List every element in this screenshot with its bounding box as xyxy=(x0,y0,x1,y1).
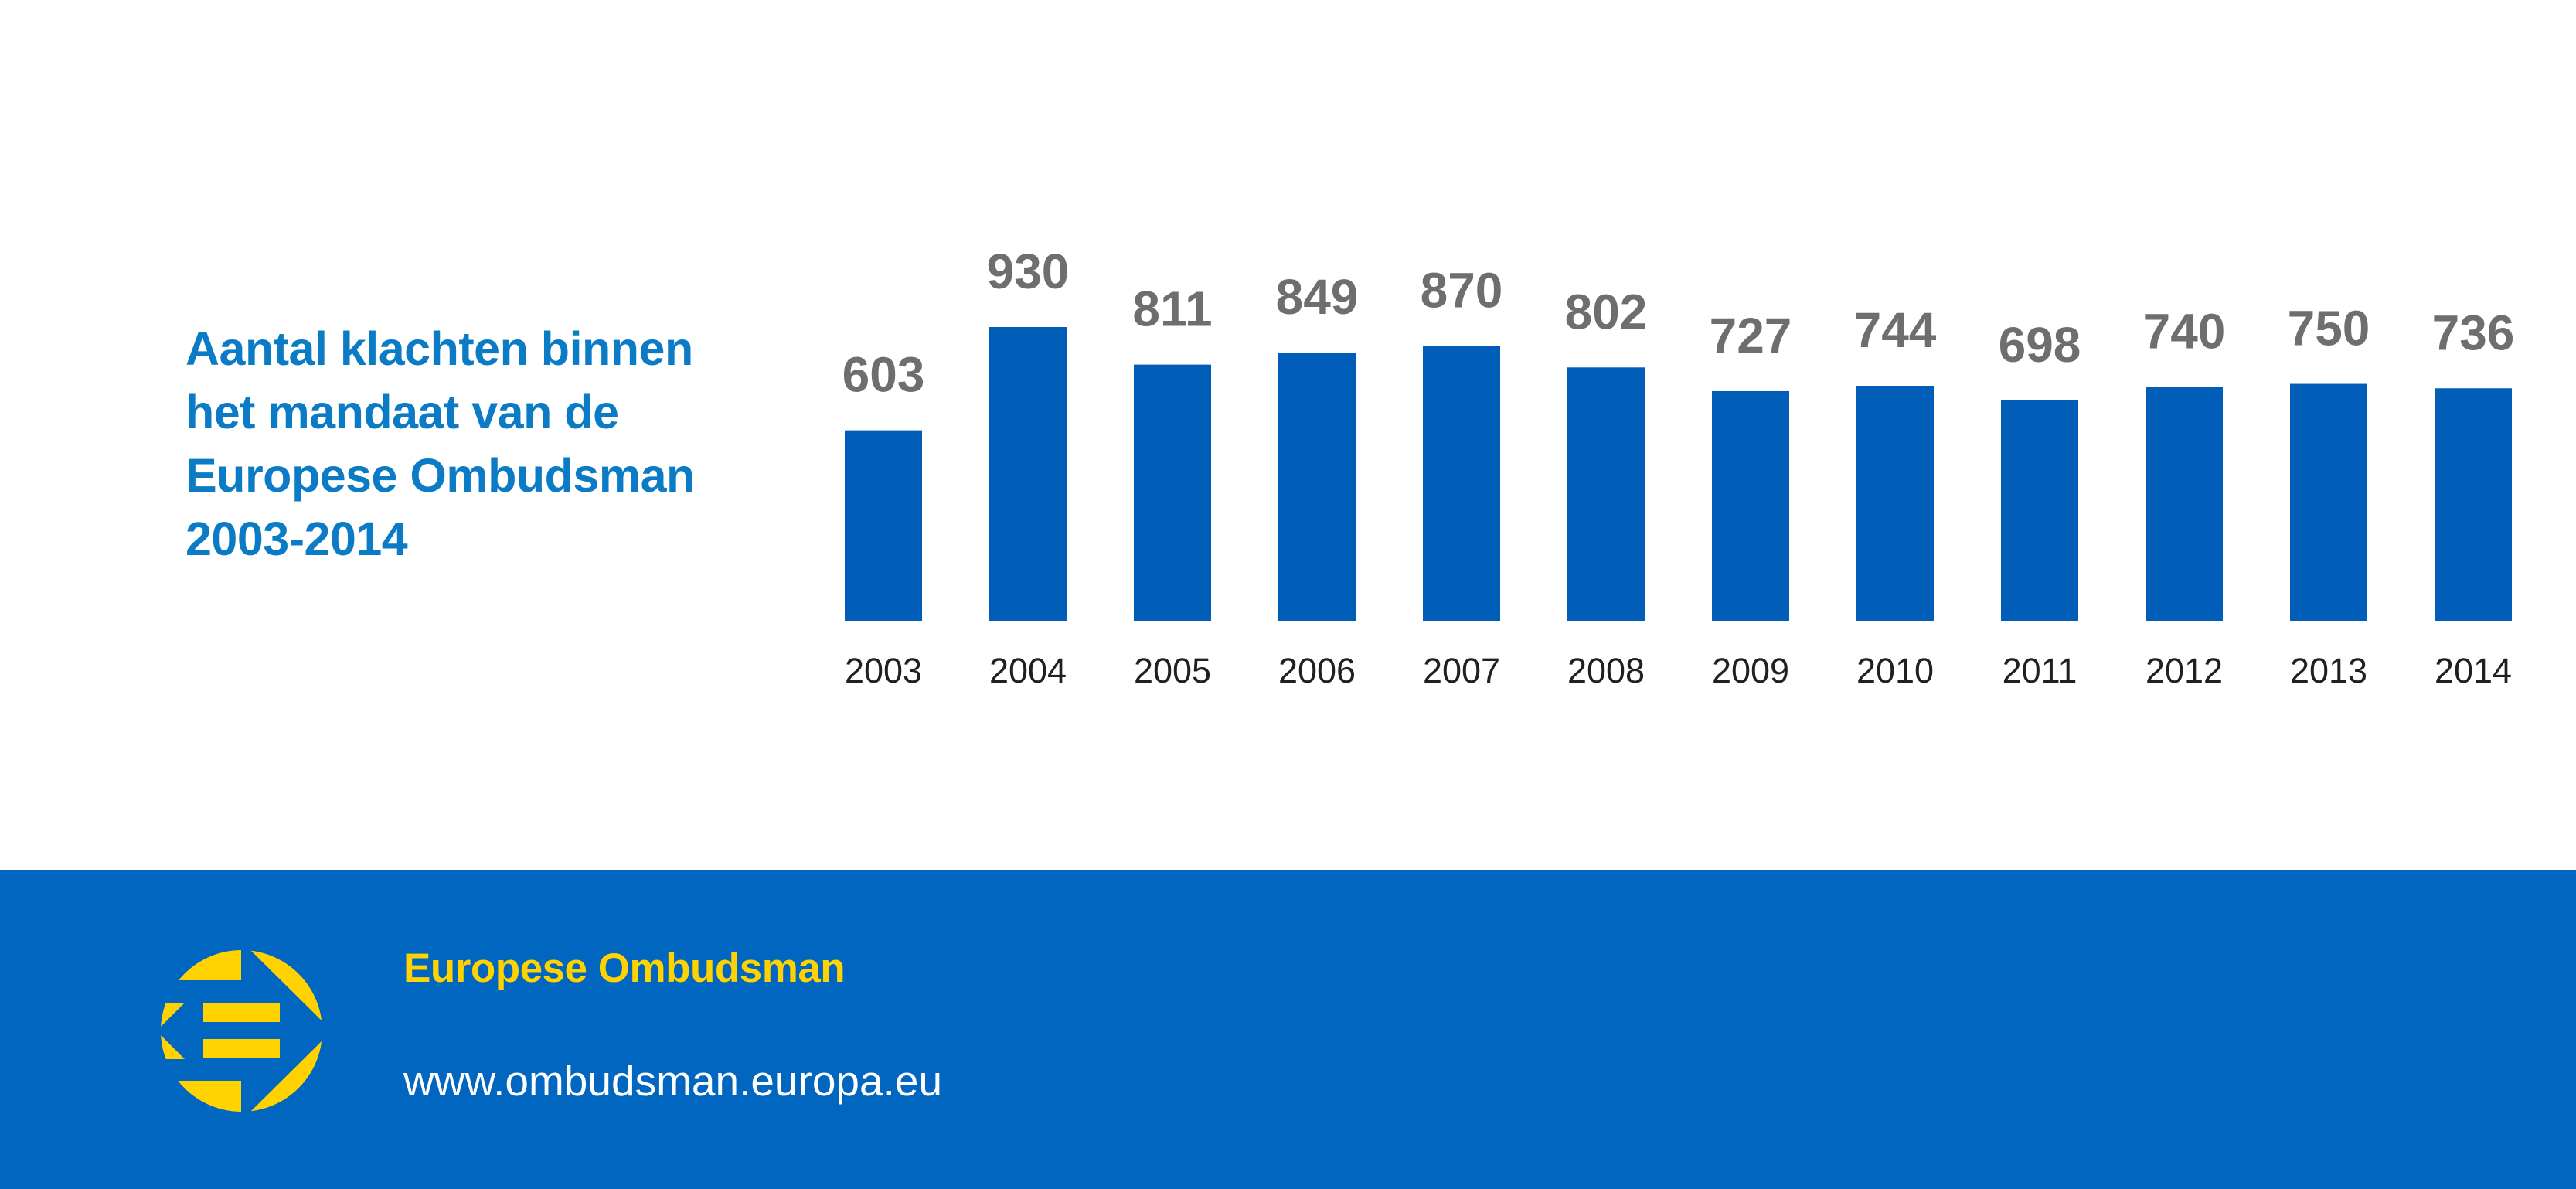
year-label-2003: 2003 xyxy=(845,651,922,690)
year-label-2014: 2014 xyxy=(2435,651,2512,690)
value-label-2005: 811 xyxy=(1132,281,1212,337)
title-line: 2003-2014 xyxy=(185,513,408,565)
title-line: Aantal klachten binnen xyxy=(185,322,693,375)
year-label-2005: 2005 xyxy=(1134,651,1211,690)
value-label-2013: 750 xyxy=(2288,301,2370,356)
value-label-2007: 870 xyxy=(1421,263,1503,319)
value-label-2011: 698 xyxy=(1999,317,2081,373)
european-ombudsman-logo-icon xyxy=(161,950,322,1112)
value-label-2010: 744 xyxy=(1854,302,1937,358)
bar-2006 xyxy=(1278,353,1356,621)
bar-2005 xyxy=(1134,364,1211,621)
bar-2014 xyxy=(2435,388,2512,621)
year-label-2007: 2007 xyxy=(1423,651,1500,690)
footer-band: Europese Ombudsman www.ombudsman.europa.… xyxy=(0,870,2576,1189)
bar-2007 xyxy=(1423,346,1500,621)
year-label-2010: 2010 xyxy=(1856,651,1934,690)
bar-2010 xyxy=(1856,386,1934,621)
year-label-2009: 2009 xyxy=(1712,651,1789,690)
bar-chart: 603 930 811 849 870 802 727 744 698 740 750 736 200… xyxy=(842,244,2515,690)
bar-2008 xyxy=(1567,367,1645,621)
year-label-2012: 2012 xyxy=(2146,651,2223,690)
year-label-2011: 2011 xyxy=(2003,651,2077,690)
bar-2004 xyxy=(989,327,1067,621)
bar-2013 xyxy=(2290,383,2367,621)
website-link[interactable]: www.ombudsman.europa.eu xyxy=(403,1057,943,1105)
value-labels-group: 603 930 811 849 870 802 727 744 698 740 750 736 xyxy=(842,244,2515,403)
title-line: het mandaat van de xyxy=(185,386,619,438)
value-label-2012: 740 xyxy=(2143,304,2226,359)
chart-title: Aantal klachten binnen het mandaat van d… xyxy=(185,317,804,571)
value-label-2008: 802 xyxy=(1565,284,1648,339)
bar-2012 xyxy=(2146,387,2223,621)
title-line: Europese Ombudsman xyxy=(185,449,695,502)
year-label-2008: 2008 xyxy=(1567,651,1645,690)
year-labels-group: 2003 2004 2005 2006 2007 2008 2009 2010 2011 2012… xyxy=(845,651,2512,690)
year-label-2013: 2013 xyxy=(2290,651,2367,690)
organization-name: Europese Ombudsman xyxy=(403,945,846,991)
bar-2003 xyxy=(845,430,922,621)
value-label-2003: 603 xyxy=(842,347,925,403)
value-label-2009: 727 xyxy=(1710,308,1792,363)
bar-2011 xyxy=(2001,400,2078,621)
value-label-2006: 849 xyxy=(1276,269,1359,325)
bar-2009 xyxy=(1712,390,1789,621)
bars-group xyxy=(845,327,2512,621)
value-label-2014: 736 xyxy=(2432,305,2515,360)
year-label-2006: 2006 xyxy=(1278,651,1356,690)
value-label-2004: 930 xyxy=(987,244,1070,299)
year-label-2004: 2004 xyxy=(989,651,1067,690)
